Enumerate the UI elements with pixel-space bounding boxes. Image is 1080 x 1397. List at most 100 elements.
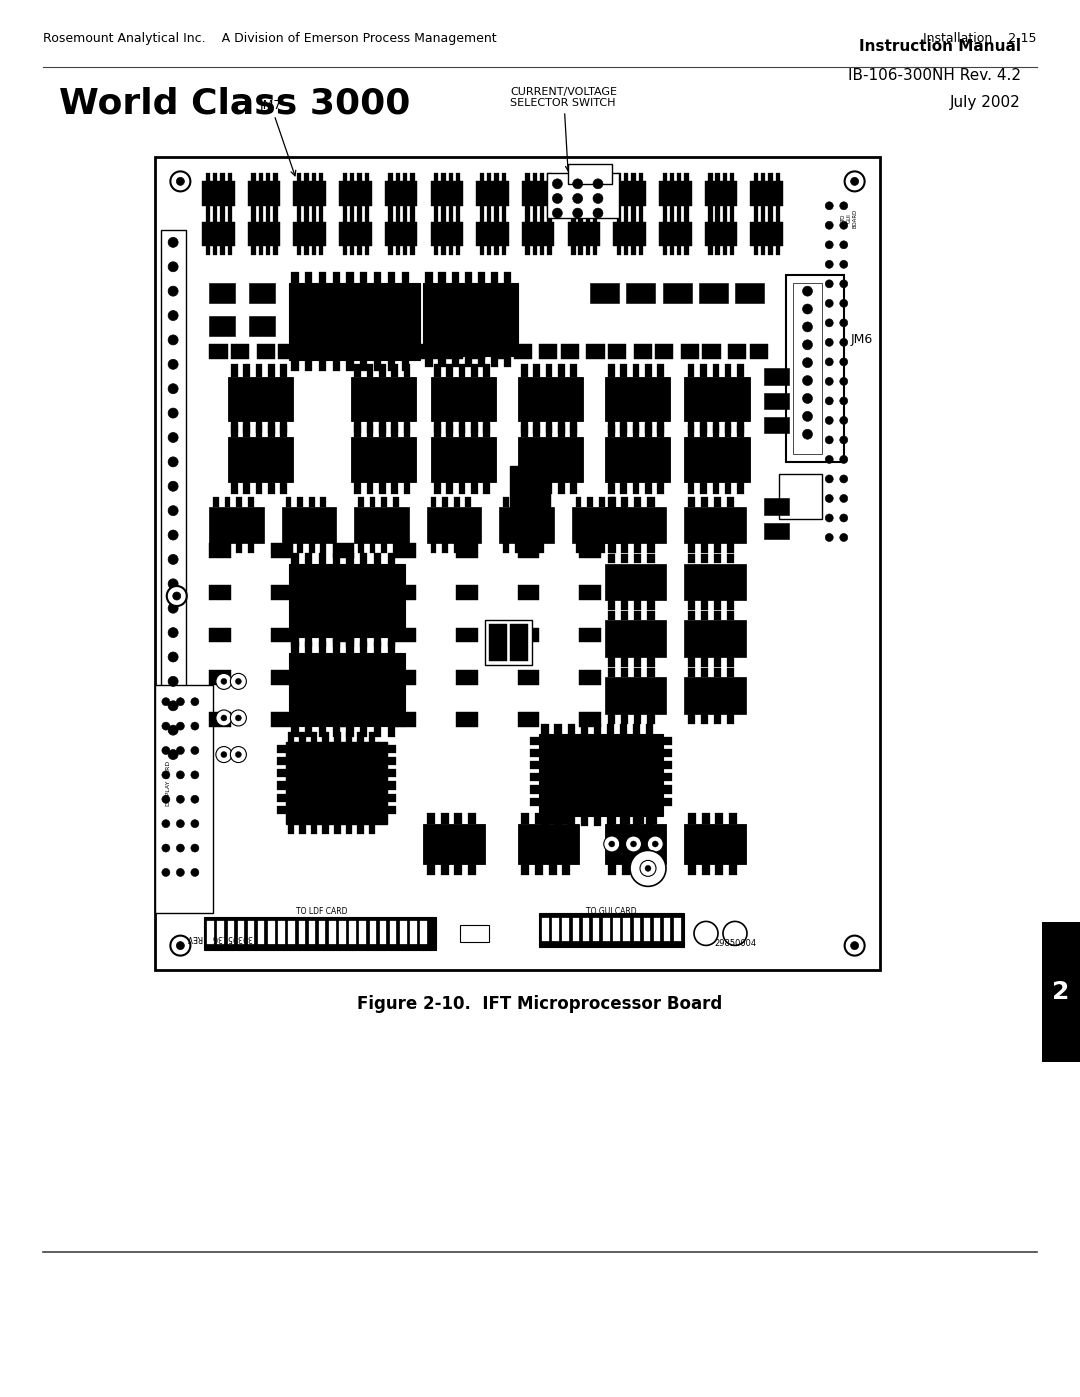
Bar xyxy=(282,507,336,543)
Circle shape xyxy=(840,299,848,307)
Bar xyxy=(350,246,354,254)
Circle shape xyxy=(802,305,812,314)
Bar xyxy=(590,284,619,303)
Bar xyxy=(427,507,482,543)
Bar xyxy=(540,205,544,214)
Bar xyxy=(403,173,407,182)
Bar xyxy=(621,657,629,666)
Bar xyxy=(446,422,453,433)
Bar xyxy=(400,921,406,944)
Bar xyxy=(658,482,664,495)
Bar xyxy=(379,425,386,437)
Bar xyxy=(495,214,499,222)
Bar xyxy=(549,865,556,875)
Bar xyxy=(714,553,721,563)
Bar xyxy=(522,182,554,205)
Bar xyxy=(727,497,734,507)
Bar xyxy=(688,813,696,824)
Bar xyxy=(571,246,576,254)
Bar xyxy=(548,246,552,254)
Bar xyxy=(388,726,395,736)
Bar xyxy=(426,356,433,367)
Bar xyxy=(658,365,664,377)
Bar xyxy=(636,865,644,875)
Bar xyxy=(289,563,405,637)
Bar xyxy=(713,425,719,437)
Bar xyxy=(677,205,681,214)
Bar xyxy=(281,422,287,433)
Bar xyxy=(276,793,285,802)
Circle shape xyxy=(825,338,834,346)
Bar xyxy=(579,205,583,214)
Bar xyxy=(727,668,734,678)
Bar xyxy=(360,360,367,370)
Bar xyxy=(645,365,651,377)
Circle shape xyxy=(191,697,199,705)
Circle shape xyxy=(216,673,232,689)
Bar xyxy=(530,761,539,770)
Bar xyxy=(247,222,281,246)
Bar xyxy=(653,918,660,940)
Bar xyxy=(403,214,407,222)
Bar xyxy=(647,657,654,666)
Bar xyxy=(701,610,708,620)
Bar xyxy=(357,205,362,214)
Bar xyxy=(729,813,738,824)
Bar xyxy=(613,222,646,246)
Bar xyxy=(259,205,264,214)
Circle shape xyxy=(176,942,185,950)
Circle shape xyxy=(552,179,563,189)
Bar xyxy=(688,422,694,433)
Bar xyxy=(620,365,627,377)
Bar xyxy=(713,365,719,377)
Bar xyxy=(605,377,670,422)
Bar xyxy=(786,275,843,462)
Circle shape xyxy=(572,179,583,189)
Bar xyxy=(530,785,539,793)
Bar xyxy=(664,918,671,940)
Bar xyxy=(289,652,405,726)
Bar xyxy=(522,365,528,377)
Bar xyxy=(688,365,694,377)
Bar xyxy=(321,543,326,553)
Bar xyxy=(632,246,636,254)
Bar xyxy=(297,205,301,214)
Text: TO
GUI
BOARD: TO GUI BOARD xyxy=(841,208,858,228)
Bar xyxy=(389,214,393,222)
Bar xyxy=(410,214,415,222)
Bar xyxy=(593,205,597,214)
Bar xyxy=(670,214,674,222)
Circle shape xyxy=(166,585,187,606)
Text: World Class 3000: World Class 3000 xyxy=(59,87,410,120)
Bar xyxy=(354,482,361,495)
Bar xyxy=(608,610,616,620)
Bar xyxy=(451,356,459,367)
Bar xyxy=(688,425,694,437)
Bar xyxy=(467,344,485,359)
Bar xyxy=(530,774,539,781)
Bar xyxy=(333,712,354,726)
Bar xyxy=(333,726,340,736)
Bar xyxy=(202,182,234,205)
Bar xyxy=(381,543,387,553)
Bar xyxy=(420,921,427,944)
Bar xyxy=(662,214,666,222)
Bar xyxy=(514,344,532,359)
Bar xyxy=(495,205,499,214)
Bar xyxy=(727,601,734,610)
Bar xyxy=(380,921,387,944)
Bar xyxy=(677,214,681,222)
Bar xyxy=(558,425,565,437)
Bar xyxy=(647,601,654,610)
Bar xyxy=(585,205,590,214)
Bar xyxy=(369,543,376,553)
Bar xyxy=(469,865,476,875)
Bar xyxy=(605,620,666,657)
Circle shape xyxy=(840,534,848,542)
Circle shape xyxy=(825,358,834,366)
Bar xyxy=(608,425,615,437)
Bar xyxy=(727,657,734,666)
Text: JM7: JM7 xyxy=(260,99,296,176)
Bar xyxy=(299,824,306,834)
Bar xyxy=(701,601,708,610)
